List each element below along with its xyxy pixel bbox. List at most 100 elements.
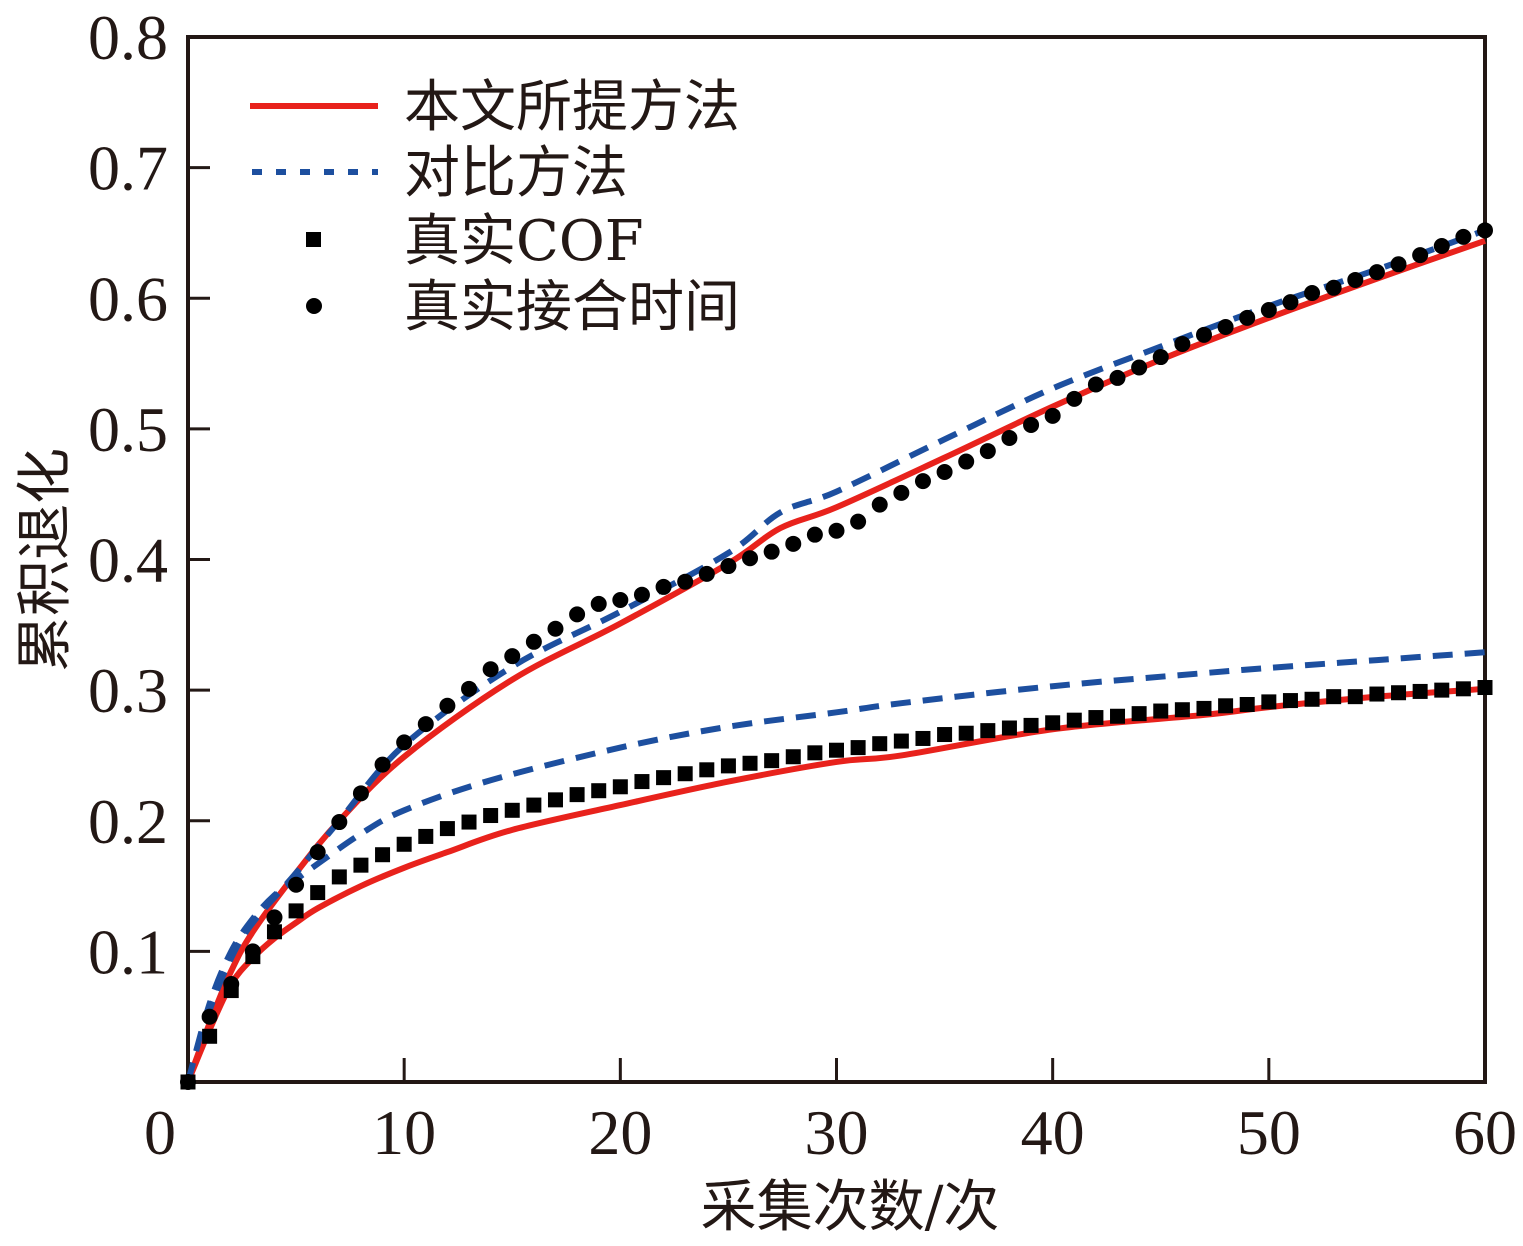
cof-point [1110,708,1126,724]
cof-point [829,742,844,758]
cof-point [1045,715,1061,731]
cof-point [1196,700,1212,716]
cof-point [439,821,455,837]
legend-square-icon [306,232,321,247]
proposed-method-line [185,237,1486,1084]
bonding-time-point [1368,264,1385,281]
cof-point [1369,686,1385,702]
cof-point [1412,683,1428,699]
legend-item: 本文所提方法 [250,75,740,140]
bonding-time-point [288,876,305,893]
bonding-time-point [201,1008,218,1025]
bonding-time-point [633,586,650,603]
bonding-time-point [461,680,478,697]
cof-point [677,766,693,782]
cof-point [720,758,736,774]
cof-point [1347,689,1363,705]
bonding-time-point [698,565,715,582]
bonding-time-point [374,756,391,773]
bonding-time-point [936,463,953,480]
bonding-time-point [266,909,283,926]
bonding-time-point [1347,271,1364,288]
cof-point [958,725,974,741]
cof-point [1066,712,1082,728]
bonding-time-point [1217,318,1234,335]
legend-label: 真实接合时间 [404,275,740,340]
cof-point [937,727,953,743]
x-tick-label: 20 [588,1097,652,1168]
bonding-time-point [1044,407,1061,424]
y-tick-label: 0.7 [88,133,168,204]
cof-point [569,787,585,803]
bonding-time-point [569,606,586,623]
bonding-time-point [396,734,413,751]
fit-lines [185,227,1487,1084]
bonding-time-point [612,591,629,608]
cof-point [1088,710,1104,726]
cof-point [634,774,650,790]
bonding-time-point [417,716,434,733]
cof-point [807,745,823,761]
bonding-time-point [806,526,823,543]
cof-point [893,733,909,749]
legend-label: 本文所提方法 [404,75,740,140]
bonding-time-point [1152,349,1169,366]
y-tick-label: 0.3 [88,655,168,726]
cof-point [785,749,801,765]
cof-point [850,740,866,756]
plot-frame [186,35,1487,1084]
cof-point [223,983,239,999]
y-tick-label: 0.1 [88,916,168,987]
y-axis-ticks: 0.1 0.2 0.3 0.4 0.5 0.6 0.7 0.8 [88,2,210,987]
bonding-time-point [482,661,499,678]
y-tick-label: 0.2 [88,786,168,857]
cof-point [1131,706,1147,722]
bonding-time-point [1195,326,1212,343]
x-axis-title: 采集次数/次 [701,1175,1000,1240]
cof-point [1153,703,1169,719]
legend-label: 真实COF [404,209,644,274]
cof-point [742,755,758,771]
cof-point [915,730,931,746]
y-tick-label: 0.8 [88,2,168,73]
cof-point [483,808,499,824]
bonding-time-point [1023,416,1040,433]
x-tick-label: 0 [144,1097,176,1168]
cof-point [764,753,780,769]
cof-point [872,736,888,752]
cof-point [1023,717,1039,733]
bonding-time-point [309,844,326,861]
y-tick-label: 0.4 [88,525,168,596]
plot-area: 0 10 20 30 40 50 60 0.1 0.2 0.3 0.4 0.5 0.6 0.7 0.8 [88,2,1517,1168]
cof-point [1304,691,1320,707]
cof-point [1282,693,1298,709]
legend-item: 真实COF [306,209,644,274]
bonding-time-point [871,496,888,513]
cof-point [1477,680,1493,696]
cof-point [980,723,996,739]
comparison-method-line [185,649,1486,1083]
cof-point [331,869,347,885]
cof-point [656,770,672,786]
bonding-time-point [828,522,845,539]
bonding-time-point [352,785,369,802]
cof-point [375,847,391,863]
x-tick-label: 50 [1237,1097,1301,1168]
bonding-time-point [439,697,456,714]
y-axis-title: 累积退化 [13,448,78,672]
bonding-time-point [1390,256,1407,273]
bonding-time-point [1087,376,1104,393]
bonding-time-point [1304,285,1321,302]
bonding-time-point [1412,247,1429,264]
bonding-time-point [1239,309,1256,326]
cof-point [547,792,563,808]
bonding-time-point [1282,294,1299,311]
bonding-time-point [1109,369,1126,386]
cof-point [1174,702,1190,718]
cof-point [1218,698,1234,714]
bonding-time-point [1477,222,1493,239]
bonding-time-point [1455,228,1472,245]
cof-point [180,1074,196,1090]
